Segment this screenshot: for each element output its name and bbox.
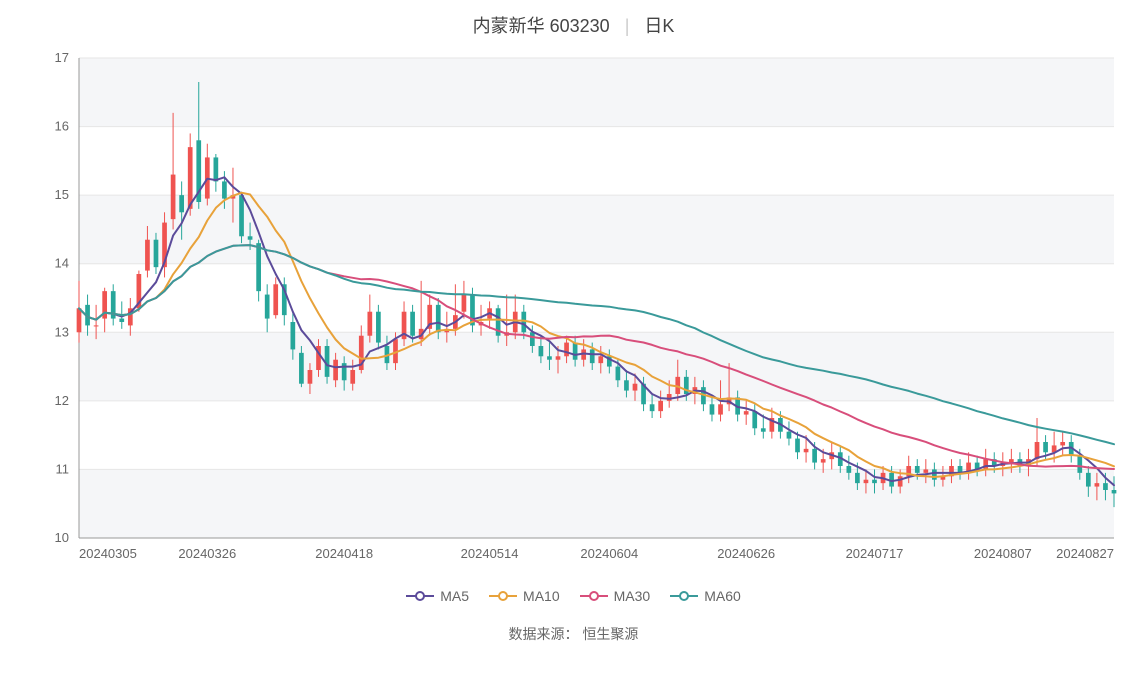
stock-code: 603230: [550, 16, 610, 36]
svg-text:13: 13: [54, 324, 68, 339]
footer-source: 恒生聚源: [582, 626, 638, 642]
chart-svg: 10 11 12 13 14 15 16 17 20240305 20240326 20240418…: [24, 48, 1124, 578]
svg-text:20240827: 20240827: [1056, 546, 1114, 561]
svg-text:12: 12: [54, 393, 68, 408]
chart-title: 内蒙新华 603230 | 日K: [0, 0, 1147, 38]
title-separator: |: [625, 16, 630, 36]
chart-legend: MA5 MA10 MA30 MA60: [0, 588, 1147, 606]
legend-label: MA60: [704, 588, 741, 604]
svg-text:15: 15: [54, 187, 68, 202]
legend-item-ma30[interactable]: MA30: [580, 588, 651, 604]
legend-label: MA10: [523, 588, 560, 604]
svg-text:10: 10: [54, 530, 68, 545]
legend-item-ma60[interactable]: MA60: [670, 588, 741, 604]
chart-period: 日K: [644, 16, 674, 36]
svg-text:20240807: 20240807: [973, 546, 1031, 561]
svg-text:20240305: 20240305: [79, 546, 137, 561]
legend-item-ma5[interactable]: MA5: [406, 588, 469, 604]
svg-text:20240717: 20240717: [845, 546, 903, 561]
svg-text:17: 17: [54, 50, 68, 65]
svg-text:20240604: 20240604: [580, 546, 638, 561]
legend-item-ma10[interactable]: MA10: [489, 588, 560, 604]
svg-text:14: 14: [54, 256, 68, 271]
svg-text:20240626: 20240626: [717, 546, 775, 561]
svg-text:20240326: 20240326: [178, 546, 236, 561]
legend-label: MA5: [440, 588, 469, 604]
svg-text:20240418: 20240418: [315, 546, 373, 561]
svg-text:16: 16: [54, 119, 68, 134]
svg-text:20240514: 20240514: [460, 546, 518, 561]
candlestick-chart: 10 11 12 13 14 15 16 17 20240305 20240326 20240418…: [24, 48, 1124, 578]
legend-label: MA30: [614, 588, 651, 604]
footer-label: 数据来源：: [509, 626, 579, 642]
chart-footer: 数据来源： 恒生聚源: [0, 624, 1147, 644]
svg-text:11: 11: [55, 461, 69, 476]
stock-name: 内蒙新华: [473, 16, 545, 36]
